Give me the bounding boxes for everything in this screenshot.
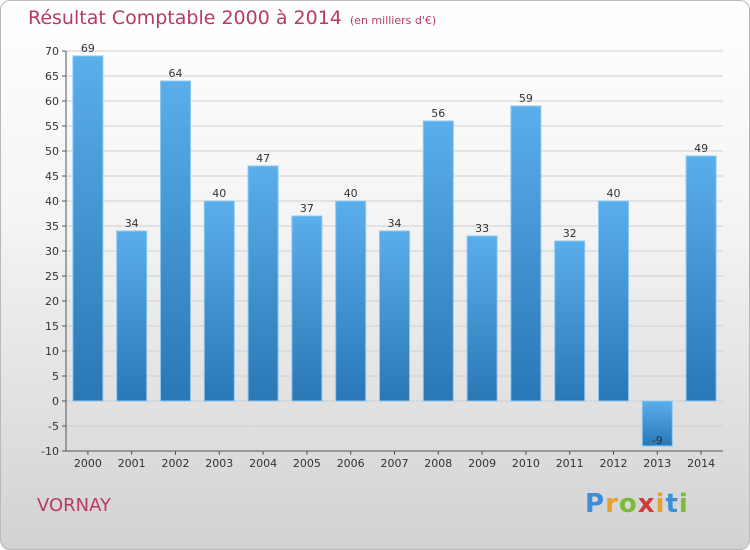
bar-2013[interactable] (641, 400, 673, 447)
y-tick-label: 65 (45, 70, 59, 83)
y-tick-label: 30 (45, 245, 59, 258)
bar-2012[interactable] (598, 200, 629, 402)
bar-2011[interactable] (554, 240, 586, 402)
y-tick-label: 55 (45, 120, 59, 133)
value-label-2001: 34 (125, 217, 139, 230)
y-tick-label: 5 (52, 370, 59, 383)
bar-2000[interactable] (72, 55, 104, 402)
value-label-2006: 40 (344, 187, 358, 200)
x-tick-label-2011: 2011 (556, 457, 584, 470)
x-tick-label-2005: 2005 (293, 457, 321, 470)
y-tick-label: 15 (45, 320, 59, 333)
value-label-2000: 69 (81, 42, 95, 55)
x-tick-label-2004: 2004 (249, 457, 277, 470)
town-name: VORNAY (37, 495, 112, 516)
value-label-2012: 40 (607, 187, 621, 200)
value-label-2011: 32 (563, 227, 577, 240)
bar-2005[interactable] (291, 215, 323, 402)
x-tick-label-2006: 2006 (337, 457, 365, 470)
bar-2014[interactable] (685, 155, 717, 402)
y-tick-label: 10 (45, 345, 59, 358)
y-tick-label: 70 (45, 45, 59, 58)
y-tick-label: -10 (41, 445, 59, 458)
y-tick-label: 40 (45, 195, 59, 208)
value-label-2010: 59 (519, 92, 533, 105)
value-label-2009: 33 (475, 222, 489, 235)
y-tick-label: 50 (45, 145, 59, 158)
x-tick-label-2010: 2010 (512, 457, 540, 470)
y-tick-label: 35 (45, 220, 59, 233)
x-tick-label-2014: 2014 (687, 457, 715, 470)
bar-2002[interactable] (160, 80, 191, 402)
bar-2001[interactable] (116, 230, 148, 402)
bar-2004[interactable] (247, 165, 279, 402)
y-tick-label: 0 (52, 395, 59, 408)
bar-2009[interactable] (466, 235, 498, 402)
value-label-2002: 64 (169, 67, 183, 80)
y-tick-label: -5 (48, 420, 59, 433)
chart-title: Résultat Comptable 2000 à 2014 (en millie… (28, 7, 436, 29)
x-tick-label-2001: 2001 (118, 457, 146, 470)
value-label-2003: 40 (212, 187, 226, 200)
y-tick-label: 45 (45, 170, 59, 183)
y-tick-label: 20 (45, 295, 59, 308)
bar-2008[interactable] (422, 120, 454, 402)
x-tick-label-2009: 2009 (468, 457, 496, 470)
x-tick-label-2000: 2000 (74, 457, 102, 470)
bar-2003[interactable] (203, 200, 235, 402)
x-tick-label-2012: 2012 (600, 457, 628, 470)
x-tick-label-2003: 2003 (205, 457, 233, 470)
y-tick-label: 60 (45, 95, 59, 108)
value-label-2013: -9 (652, 434, 663, 447)
chart-subtitle: (en milliers d'€) (349, 14, 437, 27)
chart-title-text: Résultat Comptable 2000 à 2014 (28, 7, 342, 29)
x-tick-label-2002: 2002 (162, 457, 190, 470)
value-label-2004: 47 (256, 152, 270, 165)
value-label-2008: 56 (431, 107, 445, 120)
x-tick-label-2013: 2013 (643, 457, 671, 470)
bar-2007[interactable] (379, 230, 410, 402)
value-label-2005: 37 (300, 202, 314, 215)
value-label-2007: 34 (388, 217, 402, 230)
bar-2006[interactable] (335, 200, 367, 402)
bar-2010[interactable] (510, 105, 542, 402)
proxiti-logo[interactable]: Proxiti (585, 489, 689, 519)
value-label-2014: 49 (694, 142, 708, 155)
y-tick-label: 25 (45, 270, 59, 283)
x-tick-label-2008: 2008 (424, 457, 452, 470)
x-tick-label-2007: 2007 (381, 457, 409, 470)
